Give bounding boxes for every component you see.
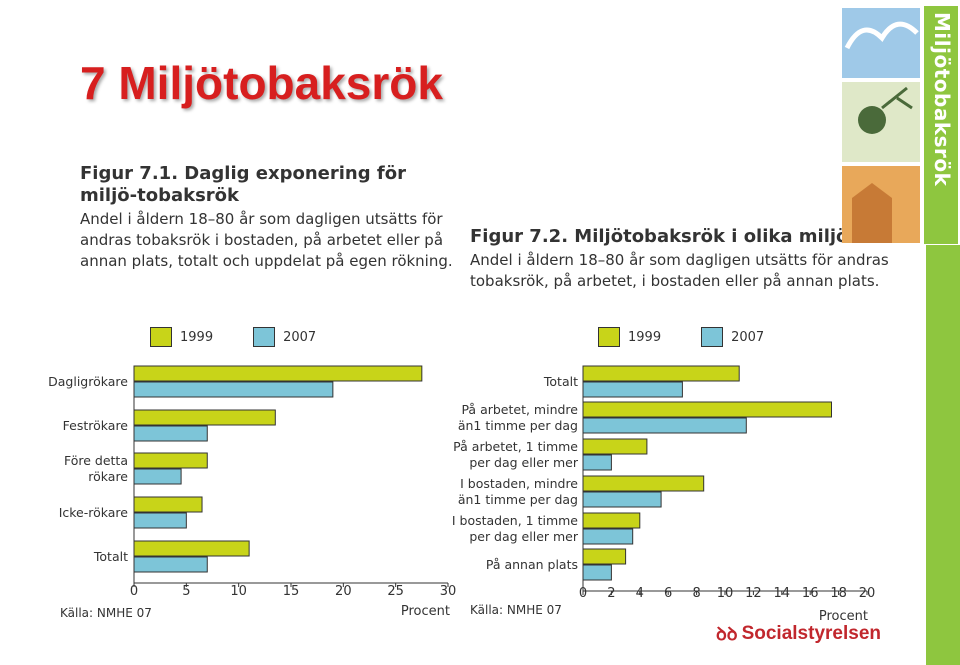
figure-1-heading: Figur 7.1. Daglig exponering för miljö-t… xyxy=(80,163,406,206)
bar-2007 xyxy=(582,564,612,581)
x-tick-label: 20 xyxy=(859,586,876,601)
x-tick-label: 15 xyxy=(283,584,300,599)
logo-text: Miljötobaksrök xyxy=(930,12,954,187)
x-tick-label: 8 xyxy=(692,586,700,601)
bar-2007 xyxy=(133,381,334,398)
x-tick-label: 12 xyxy=(745,586,762,601)
legend-swatch-1999 xyxy=(598,327,620,347)
x-tick-label: 16 xyxy=(802,586,819,601)
chart-1-legend: 1999 2007 xyxy=(150,327,356,347)
category-label: Totalt xyxy=(543,374,578,389)
category-label: Dagligrökare xyxy=(48,374,128,389)
bar-1999 xyxy=(133,452,208,469)
bar-2007 xyxy=(133,512,187,529)
x-tick-label: 5 xyxy=(182,584,190,599)
logo-illustration-icon xyxy=(842,8,920,243)
category-label: än1 timme per dag xyxy=(458,492,578,507)
figure-2-heading: Figur 7.2. Miljötobaksrök i olika miljöe… xyxy=(470,226,870,247)
figure-1-caption: Figur 7.1. Daglig exponering för miljö-t… xyxy=(80,163,460,272)
legend-label-2007: 2007 xyxy=(283,329,317,345)
bar-1999 xyxy=(133,540,250,557)
category-label: På arbetet, mindre xyxy=(461,402,578,417)
bar-2007 xyxy=(133,556,208,573)
socialstyrelsen-logo: ꝺꝺ Socialstyrelsen xyxy=(716,622,881,646)
x-tick-label: 10 xyxy=(717,586,734,601)
page-title: 7 Miljötobaksrök xyxy=(80,57,443,109)
x-tick-label: 10 xyxy=(230,584,247,599)
figure-1-description: Andel i åldern 18–80 år som dagligen uts… xyxy=(80,210,453,270)
legend-swatch-1999 xyxy=(150,327,172,347)
bar-2007 xyxy=(582,491,662,508)
bar-1999 xyxy=(133,365,423,382)
bar-1999 xyxy=(582,475,705,492)
x-tick-label: 6 xyxy=(664,586,672,601)
x-axis-label: Procent xyxy=(401,604,450,619)
category-label: På arbetet, 1 timme xyxy=(453,439,578,454)
x-tick-label: 14 xyxy=(774,586,791,601)
green-side-strip xyxy=(926,245,960,665)
logo-band xyxy=(924,6,958,244)
category-label: Icke-rökare xyxy=(59,505,129,520)
bar-1999 xyxy=(582,512,641,529)
category-label: per dag eller mer xyxy=(469,529,579,544)
x-tick-label: 25 xyxy=(387,584,404,599)
socialstyrelsen-name: Socialstyrelsen xyxy=(741,623,881,644)
bar-1999 xyxy=(133,409,276,426)
legend-label-2007: 2007 xyxy=(731,329,765,345)
bar-1999 xyxy=(133,496,203,513)
category-label: Före detta xyxy=(64,453,128,468)
category-label: per dag eller mer xyxy=(469,455,579,470)
x-tick-label: 4 xyxy=(636,586,644,601)
x-tick-label: 18 xyxy=(830,586,847,601)
category-label: På annan plats xyxy=(486,557,578,572)
x-tick-label: 20 xyxy=(335,584,352,599)
bar-1999 xyxy=(582,548,627,565)
category-label: rökare xyxy=(88,469,128,484)
bar-1999 xyxy=(582,438,648,455)
figure-2-caption: Figur 7.2. Miljötobaksrök i olika miljöe… xyxy=(470,226,890,292)
x-axis-label: Procent xyxy=(819,609,868,624)
bar-2007 xyxy=(582,454,612,471)
bar-1999 xyxy=(582,365,740,382)
legend-label-1999: 1999 xyxy=(180,329,214,345)
category-label: Totalt xyxy=(93,549,128,564)
x-tick-label: 2 xyxy=(607,586,615,601)
category-label: Feströkare xyxy=(63,418,129,433)
source-label: Källa: NMHE 07 xyxy=(470,603,562,617)
figure-2-description: Andel i åldern 18–80 år som dagligen uts… xyxy=(470,251,889,290)
socialstyrelsen-mark-icon: ꝺꝺ xyxy=(716,624,738,645)
category-label: än1 timme per dag xyxy=(458,418,578,433)
x-tick-label: 0 xyxy=(130,584,138,599)
bar-1999 xyxy=(582,401,832,418)
legend-swatch-2007 xyxy=(701,327,724,347)
legend-label-1999: 1999 xyxy=(628,329,662,345)
legend-swatch-2007 xyxy=(253,327,276,347)
miljotobaksrok-logo: Miljötobaksrök xyxy=(840,0,960,245)
x-tick-label: 30 xyxy=(440,584,457,599)
bar-2007 xyxy=(133,425,208,442)
source-label: Källa: NMHE 07 xyxy=(60,606,152,620)
bar-2007 xyxy=(582,381,683,398)
bar-2007 xyxy=(582,417,747,434)
category-label: I bostaden, 1 timme xyxy=(452,513,578,528)
category-label: I bostaden, mindre xyxy=(460,476,578,491)
x-tick-label: 0 xyxy=(579,586,587,601)
bar-2007 xyxy=(133,468,182,485)
bar-2007 xyxy=(582,528,634,545)
chart-2-legend: 1999 2007 xyxy=(598,327,804,347)
